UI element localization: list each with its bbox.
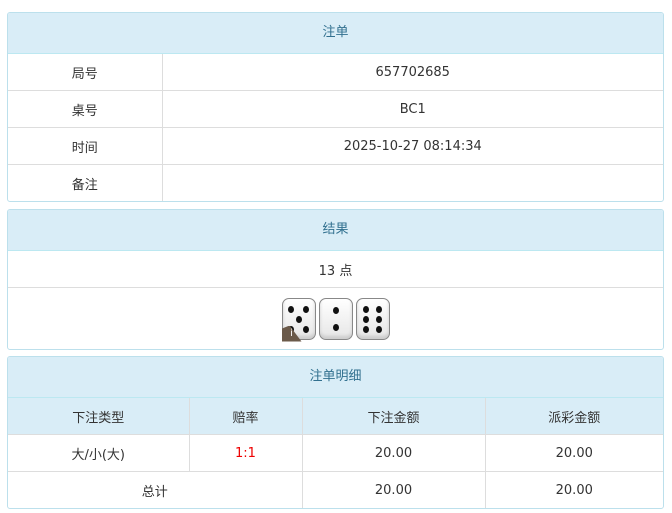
table-row: 备注 [8, 164, 663, 201]
die-pip [295, 315, 302, 323]
table-row: 局号 657702685 [8, 54, 663, 91]
detail-title: 注单明细 [8, 357, 663, 398]
total-payout: 20.00 [484, 471, 663, 508]
die-pip [302, 305, 309, 313]
die-pip [332, 306, 339, 314]
detail-panel: 注单明细 下注类型 赔率 下注金额 派彩金额 大/小(大) 1:1 20.00 … [7, 356, 664, 509]
round-number: 657702685 [161, 54, 663, 91]
die-pip [375, 315, 382, 323]
total-label: 总计 [8, 471, 303, 508]
die-pip [302, 325, 309, 333]
bet-type: 大/小(大) [8, 434, 190, 472]
die-pip [363, 305, 370, 313]
row-label: 桌号 [8, 90, 163, 128]
result-panel: 结果 13 点 i [7, 209, 664, 350]
table-row: 桌号 BC1 [8, 90, 663, 128]
table-number: BC1 [161, 90, 663, 128]
header-payout: 派彩金额 [484, 398, 663, 435]
die-pip [375, 325, 382, 333]
row-label: 局号 [8, 54, 163, 91]
time-value: 2025-10-27 08:14:34 [161, 127, 663, 165]
payout: 20.00 [484, 434, 663, 472]
header-bet-type: 下注类型 [8, 398, 190, 435]
result-points: 13 点 [8, 251, 663, 288]
die-6 [355, 297, 390, 340]
header-bet-amount: 下注金额 [301, 398, 486, 435]
remark-value [161, 164, 663, 201]
header-odds: 赔率 [188, 398, 303, 435]
die-pip [363, 325, 370, 333]
order-title: 注单 [8, 13, 663, 54]
die-2 [318, 297, 353, 340]
die-pip [288, 305, 295, 313]
result-title: 结果 [8, 210, 663, 251]
die-pip [332, 324, 339, 332]
die-pip [375, 305, 382, 313]
table-row: 大/小(大) 1:1 20.00 20.00 [8, 434, 663, 472]
bet-amount: 20.00 [301, 434, 486, 472]
total-bet: 20.00 [301, 471, 486, 508]
die-pip [363, 315, 370, 323]
row-label: 时间 [8, 127, 163, 165]
row-label: 备注 [8, 164, 163, 201]
order-panel: 注单 局号 657702685 桌号 BC1 时间 2025-10-27 08:14:… [7, 12, 664, 202]
odds: 1:1 [188, 434, 303, 472]
table-row: 时间 2025-10-27 08:14:34 [8, 127, 663, 165]
dice-group: i [281, 297, 390, 342]
total-row: 总计 20.00 20.00 [8, 471, 663, 508]
table-header: 下注类型 赔率 下注金额 派彩金额 [8, 398, 663, 435]
